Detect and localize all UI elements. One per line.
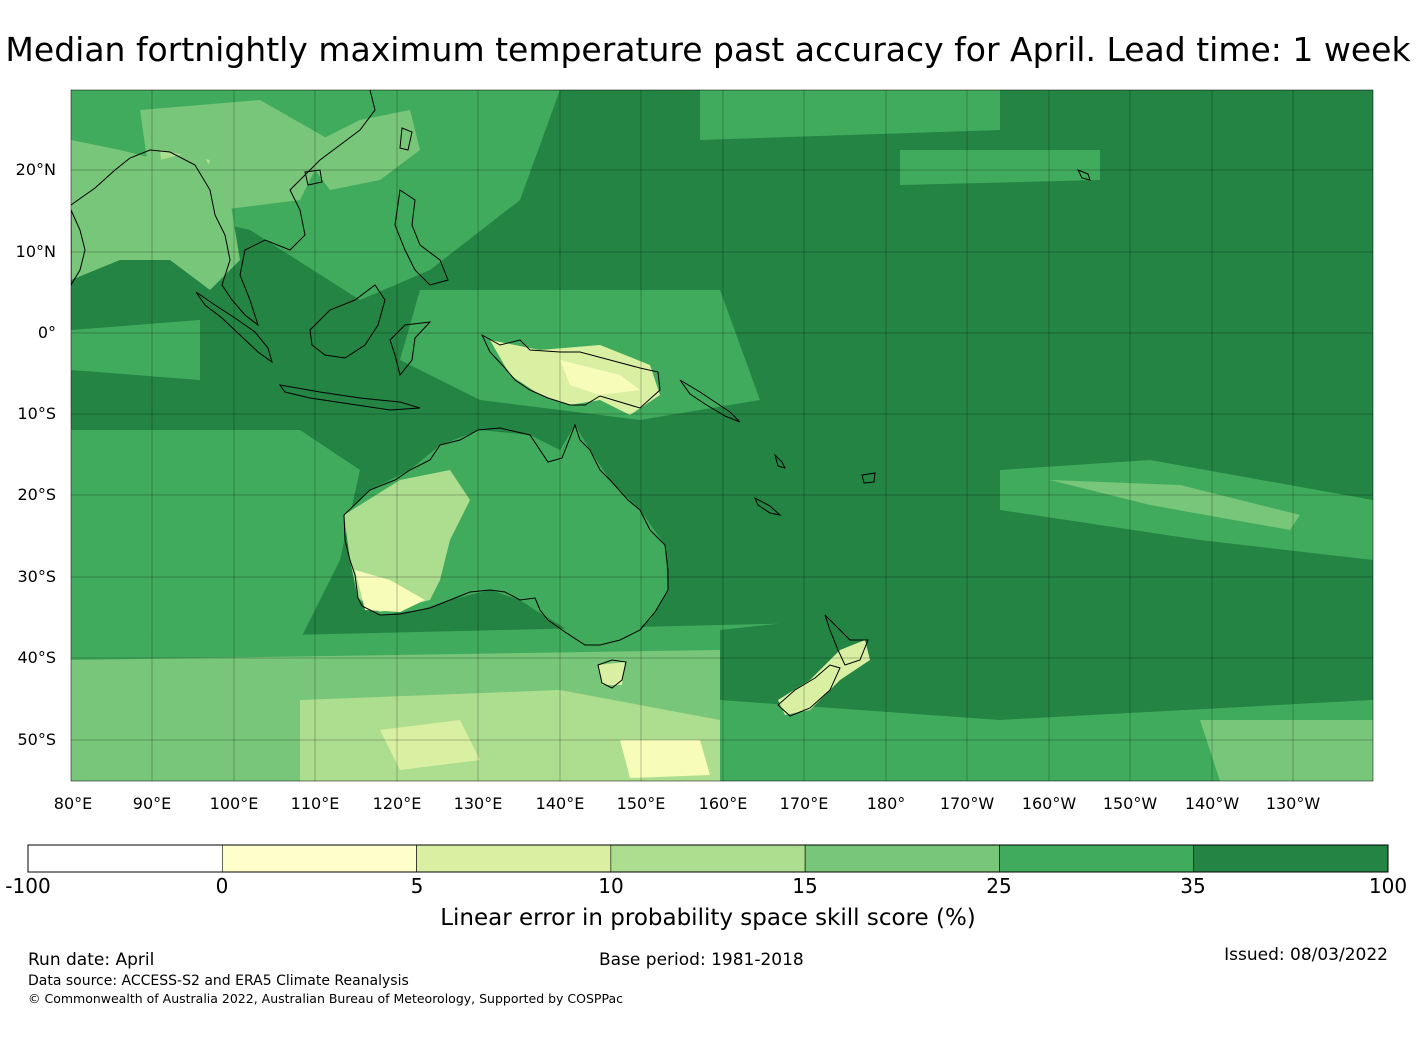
vanuatu-coast [774, 453, 786, 469]
lon-label-180: 180° [866, 794, 906, 813]
lat-label-20s: 20°S [17, 485, 56, 504]
lon-label-150e: 150°E [616, 794, 666, 813]
map-area [71, 90, 1373, 781]
colorbar-tick-label: 25 [986, 874, 1012, 898]
hawaii-coast [1076, 169, 1091, 181]
philippines-coast [394, 189, 449, 286]
colorbar-segment [804, 844, 1000, 873]
fiji-coast [861, 472, 876, 484]
sumatra-coast [195, 291, 273, 364]
colorbar-segment [610, 844, 806, 873]
lon-label-90e: 90°E [132, 794, 172, 813]
sulawesi-coast [389, 321, 432, 377]
lon-label-130e: 130°E [453, 794, 503, 813]
colorbar-segment [416, 844, 612, 873]
lat-label-20n: 20°N [15, 160, 56, 179]
colorbar-segment [221, 844, 417, 873]
lon-label-150w: 150°W [1102, 794, 1158, 813]
lon-label-160e: 160°E [698, 794, 748, 813]
mainland-asia-coast [71, 90, 376, 327]
lat-label-10n: 10°N [15, 242, 56, 261]
india-coast [71, 209, 86, 286]
issued-date: Issued: 08/03/2022 [1224, 945, 1388, 965]
lat-label-10s: 10°S [17, 404, 56, 423]
coastlines [71, 90, 1091, 717]
lat-label-40s: 40°S [17, 648, 56, 667]
hainan-coast [304, 169, 323, 186]
colorbar-frame [27, 844, 1389, 873]
solomon-coast [679, 379, 741, 423]
data-source: Data source: ACCESS-S2 and ERA5 Climate … [28, 973, 409, 989]
lat-label-50s: 50°S [17, 730, 56, 749]
taiwan-coast [399, 127, 413, 151]
base-period: Base period: 1981-2018 [599, 950, 804, 970]
lon-label-110e: 110°E [290, 794, 340, 813]
lon-label-170e: 170°E [779, 794, 829, 813]
lat-label-0: 0° [37, 323, 56, 342]
graticule [71, 90, 1373, 781]
colorbar-tick-label: 15 [792, 874, 818, 898]
skill-field-patches [71, 90, 1373, 781]
map-title: Median fortnightly maximum temperature p… [5, 30, 1411, 69]
new-zealand-south [777, 664, 841, 717]
lon-label-120e: 120°E [372, 794, 422, 813]
colorbar-title: Linear error in probability space skill … [440, 905, 976, 931]
colorbar [27, 844, 1389, 873]
lon-label-80e: 80°E [53, 794, 93, 813]
java-coast [278, 384, 421, 411]
colorbar-segment [27, 844, 223, 873]
new-zealand-north [824, 614, 869, 666]
colorbar-tick-label: 35 [1180, 874, 1206, 898]
map-frame [70, 89, 1374, 782]
run-date: Run date: April [28, 950, 155, 970]
lon-label-170w: 170°W [939, 794, 995, 813]
tasmania-coast [597, 659, 627, 689]
lon-label-160w: 160°W [1021, 794, 1077, 813]
australia-coast [343, 423, 669, 646]
colorbar-tick-label: 10 [598, 874, 624, 898]
colorbar-tick-label: 100 [1368, 874, 1408, 898]
new-caledonia-coast [753, 496, 782, 516]
lon-label-140w: 140°W [1184, 794, 1240, 813]
colorbar-tick-label: 5 [410, 874, 424, 898]
colorbar-segment [1193, 844, 1389, 873]
lon-label-100e: 100°E [209, 794, 259, 813]
copyright: © Commonwealth of Australia 2022, Austra… [28, 991, 623, 1006]
land-skill [71, 110, 870, 715]
new-guinea-coast [480, 333, 661, 409]
lat-label-30s: 30°S [17, 567, 56, 586]
colorbar-segment [999, 844, 1195, 873]
colorbar-tick-label: 0 [215, 874, 229, 898]
lon-label-140e: 140°E [535, 794, 585, 813]
lon-label-130w: 130°W [1265, 794, 1321, 813]
colorbar-tick-label: -100 [5, 874, 51, 898]
borneo-coast [309, 284, 386, 359]
